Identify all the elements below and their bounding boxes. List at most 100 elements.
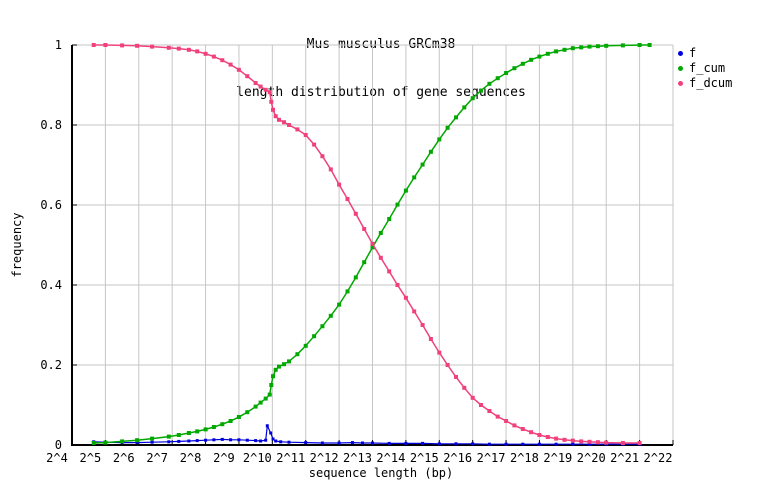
series-point-f_dcum — [303, 133, 308, 137]
series-point-f_cum — [337, 302, 342, 307]
series-line-f_dcum — [93, 44, 640, 444]
series-point-f_cum — [647, 43, 652, 47]
series-point-f — [361, 441, 364, 445]
series-point-f_cum — [445, 125, 450, 130]
series-point-f_cum — [395, 202, 400, 207]
series-point-f_cum — [587, 44, 592, 49]
legend-row-f: f — [678, 46, 732, 61]
series-point-f_dcum — [512, 423, 517, 428]
x-axis-label: sequence length (bp) — [308, 466, 454, 480]
series-point-f_cum — [403, 188, 408, 193]
series-point-f_dcum — [378, 255, 383, 260]
series-point-f — [245, 438, 249, 442]
series-point-f_cum — [166, 434, 171, 439]
series-point-f — [150, 440, 154, 444]
series-point-f — [521, 442, 525, 446]
legend-row-f_dcum: f_dcum — [678, 76, 732, 91]
series-point-f_dcum — [537, 433, 542, 437]
series-point-f_dcum — [579, 439, 584, 444]
series-point-f_cum — [495, 76, 500, 81]
series-point-f_cum — [378, 231, 383, 235]
x-tick-label: 2^5 — [79, 451, 102, 465]
series-point-f_dcum — [604, 440, 609, 445]
series-point-f_dcum — [337, 182, 342, 187]
x-tick-label: 2^10 — [242, 451, 272, 465]
series-point-f — [195, 439, 199, 443]
legend-label: f — [689, 46, 697, 60]
series-point-f_dcum — [267, 90, 272, 95]
series-point-f_dcum — [203, 51, 208, 56]
series-point-f — [421, 441, 425, 445]
series-point-f — [259, 439, 263, 443]
series-point-f_cum — [312, 334, 317, 339]
series-point-f_dcum — [387, 269, 392, 274]
series-point-f_cum — [263, 396, 268, 401]
series-point-f_cum — [487, 81, 492, 86]
series-point-f_cum — [277, 364, 281, 369]
x-tick-label: 2^15 — [409, 451, 439, 465]
x-tick-label: 2^4 — [46, 451, 68, 465]
series-point-f — [304, 441, 308, 445]
x-tick-label: 2^19 — [543, 451, 573, 465]
x-tick-label: 2^18 — [509, 451, 539, 465]
legend-marker-icon — [678, 81, 683, 86]
series-point-f_dcum — [454, 375, 458, 379]
series-point-f — [269, 431, 273, 435]
series-point-f_cum — [420, 162, 425, 167]
series-point-f_dcum — [428, 337, 433, 341]
legend-marker-icon — [678, 51, 683, 56]
series-point-f_dcum — [312, 142, 317, 147]
series-point-f_dcum — [186, 47, 191, 52]
series-point-f_dcum — [479, 403, 483, 407]
series-point-f_dcum — [495, 414, 500, 419]
series-point-f_cum — [353, 275, 358, 280]
x-tick-label: 2^14 — [376, 451, 406, 465]
series-point-f — [571, 442, 575, 446]
series-point-f — [265, 424, 269, 428]
series-point-f — [274, 439, 278, 443]
series-point-f_dcum — [520, 427, 525, 431]
series-point-f — [454, 442, 458, 446]
series-point-f_dcum — [420, 323, 425, 327]
x-tick-label: 2^8 — [179, 451, 202, 465]
series-point-f_cum — [220, 422, 225, 427]
series-point-f_cum — [103, 440, 108, 445]
series-point-f_cum — [637, 43, 642, 47]
series-point-f_cum — [150, 436, 155, 441]
series-point-f_cum — [267, 392, 272, 397]
series-point-f_dcum — [245, 74, 250, 79]
series-point-f_cum — [579, 45, 584, 50]
x-tick-label: 2^12 — [309, 451, 339, 465]
series-point-f_dcum — [529, 430, 534, 435]
series-point-f_cum — [562, 47, 567, 52]
series-point-f_dcum — [445, 363, 450, 367]
series-point-f_dcum — [258, 84, 263, 89]
series-point-f_cum — [345, 289, 350, 294]
series-point-f — [264, 438, 268, 442]
series-point-f — [212, 438, 216, 442]
series-point-f_cum — [176, 433, 181, 437]
series-point-f_cum — [120, 439, 125, 444]
series-point-f_cum — [370, 245, 375, 250]
series-point-f — [220, 437, 224, 441]
series-point-f_cum — [236, 415, 241, 419]
series-point-f_dcum — [263, 87, 268, 92]
series-point-f — [337, 441, 341, 445]
series-point-f_dcum — [150, 44, 155, 49]
series-point-f_dcum — [166, 45, 171, 50]
x-tick-label: 2^7 — [146, 451, 168, 465]
y-tick-label: 0 — [54, 438, 62, 452]
series-line-f — [93, 423, 640, 445]
series-point-f_cum — [287, 359, 291, 364]
series-point-f_cum — [595, 44, 600, 49]
series-point-f_dcum — [103, 43, 108, 47]
y-tick-label: 0.4 — [40, 278, 62, 292]
series-point-f — [271, 437, 275, 441]
series-point-f_dcum — [236, 67, 241, 72]
series-point-f_cum — [470, 96, 475, 101]
legend-label: f_dcum — [689, 76, 733, 90]
series-point-f_dcum — [273, 114, 278, 119]
series-point-f_cum — [428, 149, 433, 154]
y-tick-label: 0.8 — [40, 118, 62, 132]
